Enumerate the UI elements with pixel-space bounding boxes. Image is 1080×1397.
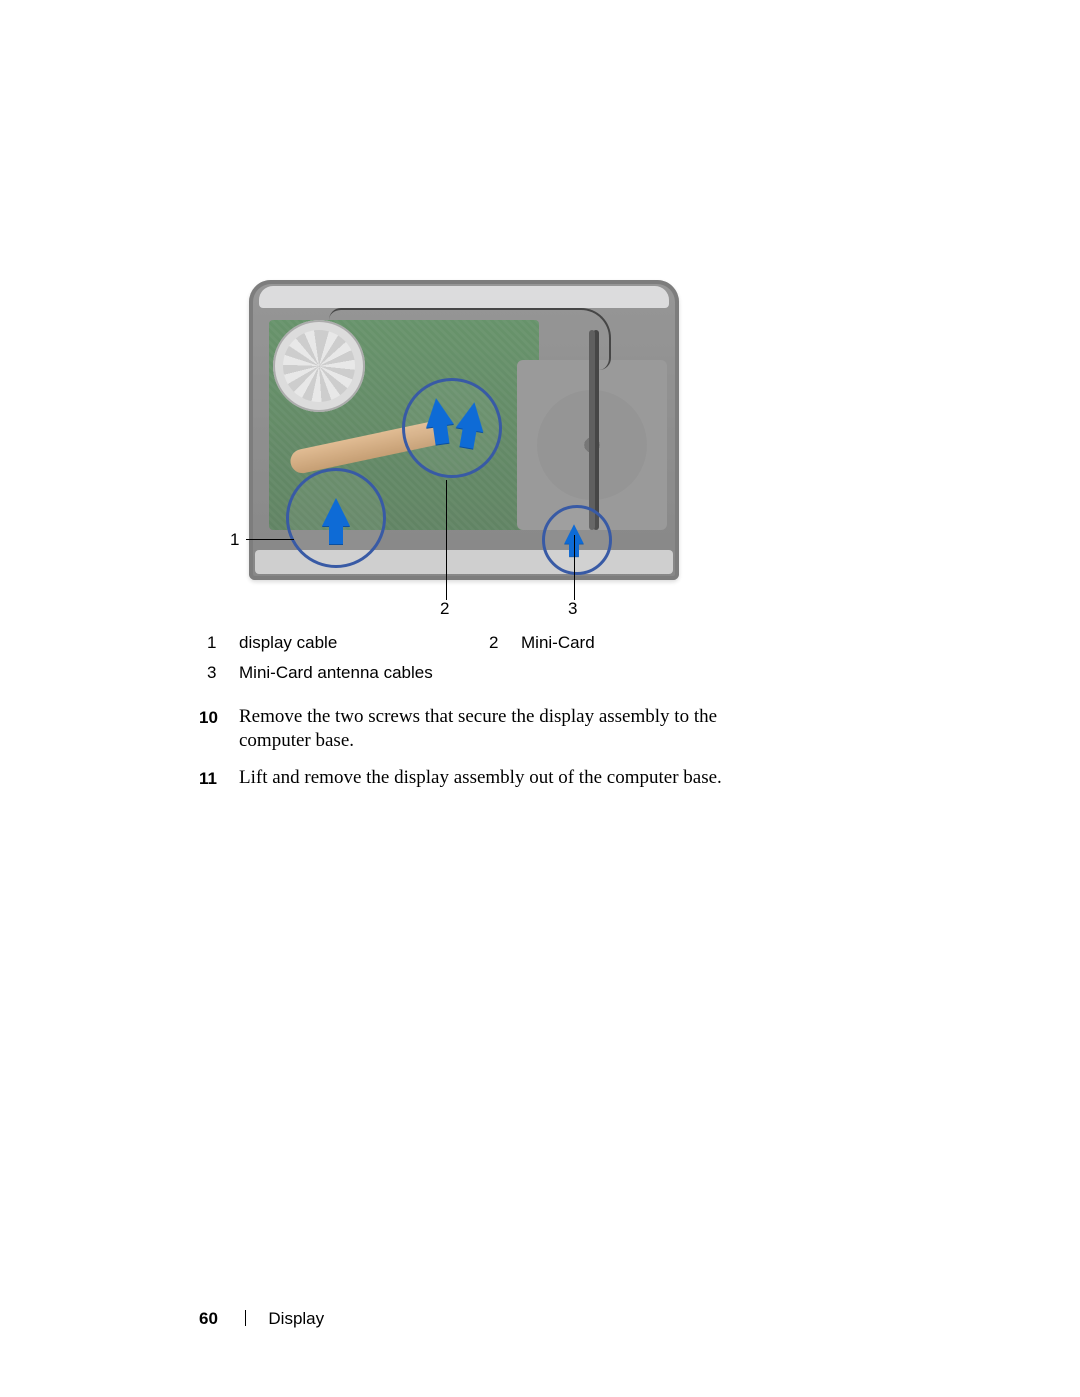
legend-table: 1 display cable 2 Mini-Card 3 Mini-Card … [207, 633, 919, 683]
legend-num: 3 [207, 663, 239, 683]
page-footer: 60 Display [199, 1309, 324, 1329]
cable-illustration [589, 330, 595, 530]
arrow-up-icon [456, 400, 488, 432]
callout-circle-2 [402, 378, 502, 478]
footer-separator [245, 1310, 246, 1326]
cable-illustration [329, 308, 611, 370]
step-text: Remove the two screws that secure the di… [239, 705, 769, 754]
step-text: Lift and remove the display assembly out… [239, 766, 722, 790]
page-number: 60 [199, 1309, 218, 1328]
legend-label: Mini-Card [521, 633, 771, 653]
callout-number-1: 1 [230, 530, 239, 550]
callout-number-3: 3 [568, 599, 577, 619]
arrow-up-icon [422, 396, 454, 428]
arrow-up-icon [322, 498, 350, 526]
instruction-steps: 10 Remove the two screws that secure the… [199, 705, 919, 790]
assembly-diagram: 1 2 3 [234, 280, 714, 615]
legend-num: 1 [207, 633, 239, 653]
legend-label [521, 663, 771, 683]
callout-leader-line [246, 539, 294, 540]
step-item: 11 Lift and remove the display assembly … [199, 766, 919, 790]
step-number: 10 [199, 705, 239, 754]
step-item: 10 Remove the two screws that secure the… [199, 705, 919, 754]
callout-leader-line [446, 480, 447, 600]
callout-number-2: 2 [440, 599, 449, 619]
legend-num [489, 663, 521, 683]
step-number: 11 [199, 766, 239, 790]
legend-label: Mini-Card antenna cables [239, 663, 489, 683]
chassis-top-bar [259, 286, 669, 308]
content-area: 1 2 3 1 display cable 2 Mini-Card 3 Mini… [199, 280, 919, 802]
section-title: Display [268, 1309, 324, 1328]
legend-num: 2 [489, 633, 521, 653]
legend-label: display cable [239, 633, 489, 653]
page: 1 2 3 1 display cable 2 Mini-Card 3 Mini… [0, 0, 1080, 1397]
callout-leader-line [574, 535, 575, 600]
